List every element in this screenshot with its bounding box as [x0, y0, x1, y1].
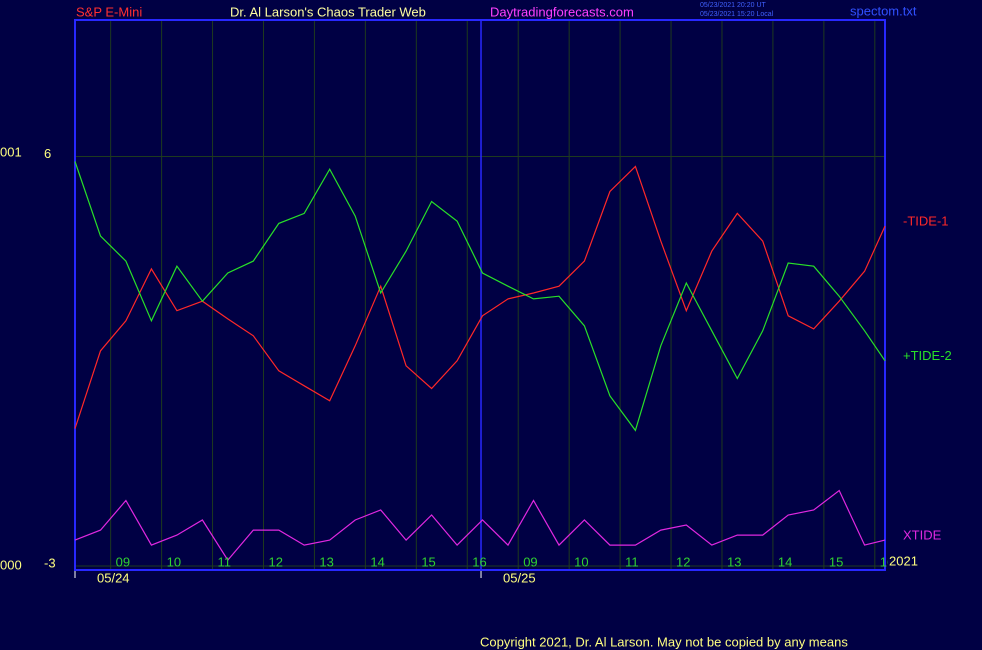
instrument-label: S&P E-Mini	[76, 4, 142, 19]
year-label: 2021	[889, 553, 918, 568]
x-tick-label: 15	[829, 554, 843, 569]
timestamp: 05/23/2021 15:20 Local	[700, 11, 774, 18]
copyright: Copyright 2021, Dr. Al Larson. May not b…	[480, 634, 848, 649]
left-label: 001	[0, 144, 22, 159]
x-tick-label: 13	[319, 554, 333, 569]
x-tick-label: 10	[167, 554, 181, 569]
x-tick-label: 11	[218, 554, 232, 569]
x-tick-label: 09	[116, 554, 130, 569]
timestamp: 05/23/2021 20:20 UT	[700, 2, 766, 9]
x-tick-label: 13	[727, 554, 741, 569]
x-tick-label: 09	[523, 554, 537, 569]
x-tick-label: 15	[421, 554, 435, 569]
website-label: Daytradingforecasts.com	[490, 4, 634, 19]
series-line	[74, 489, 886, 562]
x-tick-label: 16	[472, 554, 486, 569]
left-label: 000	[0, 557, 22, 572]
x-tick-label: 12	[268, 554, 282, 569]
legend-entry: -TIDE-1	[903, 214, 949, 229]
x-tick-label: 10	[574, 554, 588, 569]
plot-frame	[74, 19, 886, 571]
date-label: 05/25	[503, 570, 536, 585]
date-label: 05/24	[97, 570, 130, 585]
series-line	[74, 161, 886, 432]
x-tick-label: 14	[370, 554, 384, 569]
x-tick-label: 12	[676, 554, 690, 569]
y-tick-label: -3	[44, 555, 56, 570]
legend-entry: XTIDE	[903, 528, 942, 543]
chart-title: Dr. Al Larson's Chaos Trader Web	[230, 4, 426, 19]
year-backdrop	[888, 554, 924, 570]
file-name: spectom.txt	[850, 3, 917, 18]
y-tick-label: 6	[44, 146, 51, 161]
series-line	[74, 165, 886, 429]
legend-entry: +TIDE-2	[903, 348, 952, 363]
x-tick-label: 11	[625, 554, 639, 569]
x-tick-label: 14	[778, 554, 792, 569]
